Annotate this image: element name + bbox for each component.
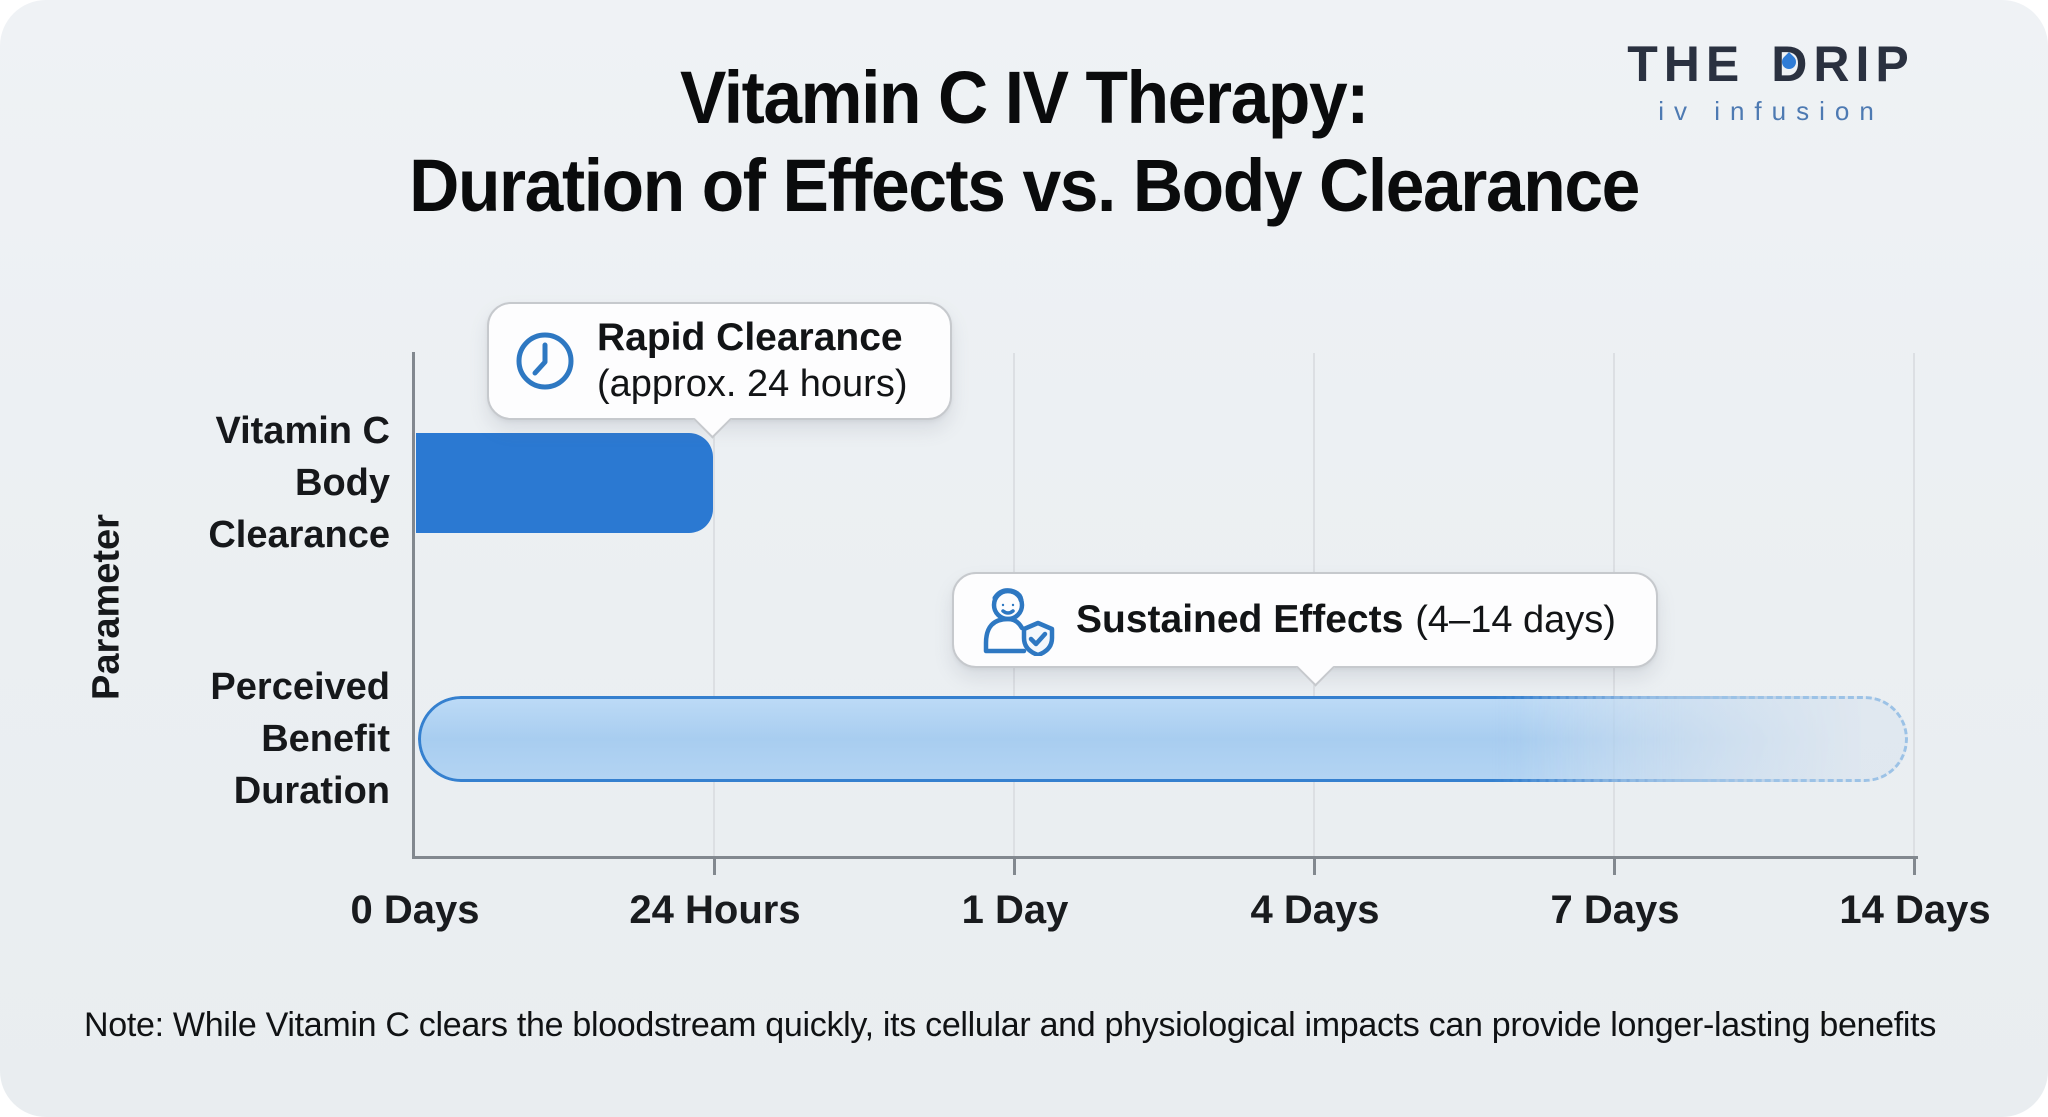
x-tickmark-1-day — [1013, 859, 1016, 875]
bar-perceived-benefit-duration — [418, 696, 1908, 782]
chart-title: Vitamin C IV Therapy: Duration of Effect… — [61, 54, 1986, 230]
x-tick-label-14-days: 14 Days — [1839, 888, 1991, 932]
footnote: Note: While Vitamin C clears the bloodst… — [84, 1006, 1937, 1044]
bar-vitamin-c-body-clearance — [416, 433, 713, 533]
brand-word-the: THE — [1627, 36, 1746, 92]
person-shield-icon — [978, 584, 1056, 656]
x-tick-label-24-hours: 24 Hours — [629, 888, 801, 932]
clock-icon — [513, 329, 577, 393]
category-label-perceived-benefit-duration: Perceived Benefit Duration — [210, 666, 390, 812]
callout-detail: (4–14 days) — [1415, 599, 1616, 641]
callout-rapid-clearance: Rapid Clearance (approx. 24 hours) — [487, 302, 952, 439]
gridline-24-hours — [713, 353, 715, 856]
category-label-vitamin-c-body-clearance: Vitamin C Body Clearance — [208, 410, 390, 556]
callout-sustained-effects: Sustained Effects (4–14 days) — [952, 572, 1658, 687]
x-tickmark-14-days — [1913, 859, 1916, 875]
brand-logo: THE DRIP iv infusion — [1606, 36, 1936, 127]
brand-word-drip: DRIP — [1771, 36, 1915, 92]
x-tick-label-7-days: 7 Days — [1550, 888, 1680, 932]
x-axis-line — [412, 856, 1918, 859]
gridline-14-days — [1913, 353, 1915, 856]
chart-title-line1: Vitamin C IV Therapy: — [679, 56, 1369, 139]
callout-text: Rapid Clearance (approx. 24 hours) — [597, 315, 908, 407]
callout-detail: (approx. 24 hours) — [597, 363, 908, 405]
x-tick-label-1-day: 1 Day — [961, 888, 1069, 932]
callout-text: Sustained Effects (4–14 days) — [1076, 597, 1616, 643]
x-tick-label-0-days: 0 Days — [350, 888, 480, 932]
y-axis-title: Parameter — [85, 514, 128, 700]
x-tickmark-7-days — [1613, 859, 1616, 875]
x-tick-label-4-days: 4 Days — [1250, 888, 1380, 932]
x-tickmark-4-days — [1313, 859, 1316, 875]
callout-title: Sustained Effects — [1076, 598, 1404, 641]
x-tickmark-24-hours — [713, 859, 716, 875]
bar-benefit-dashed-projection — [418, 696, 1908, 782]
chart-title-line2: Duration of Effects vs. Body Clearance — [409, 144, 1640, 227]
brand-name: THE DRIP — [1606, 36, 1936, 92]
y-axis-line — [412, 352, 415, 859]
callout-title: Rapid Clearance — [597, 316, 903, 359]
brand-tagline: iv infusion — [1658, 96, 1884, 126]
